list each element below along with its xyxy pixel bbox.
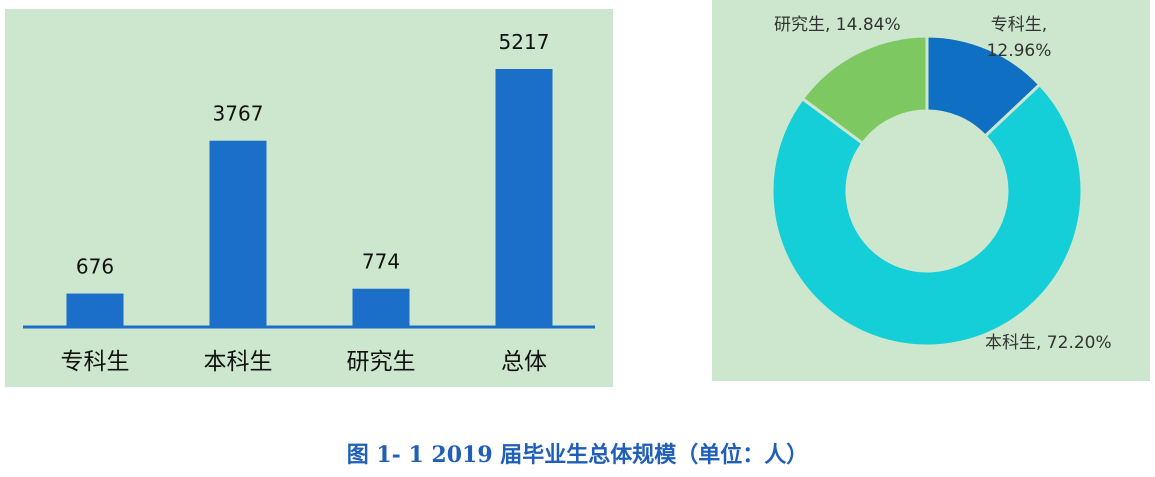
category-label-0: 专科生 <box>61 349 130 375</box>
bar-value-label-1: 3767 <box>213 102 264 126</box>
slice-yanjiu <box>800 34 929 146</box>
donut-chart: 专科生, 12.96% 研究生, 14.84% 本科生, 72.20% <box>770 15 1112 353</box>
bar-3 <box>495 69 553 327</box>
bar-1 <box>209 140 267 327</box>
slice-label-yanjiu: 研究生, 14.84% <box>774 15 901 35</box>
slice-benke <box>770 82 1084 348</box>
slice-label-zhuanke-pct: 12.96% <box>987 41 1052 61</box>
figure-caption: 图 1- 1 2019 届毕业生总体规模（单位：人） <box>346 442 809 468</box>
category-label-1: 本科生 <box>204 349 273 375</box>
bar-value-label-0: 676 <box>76 255 114 279</box>
category-label-3: 总体 <box>501 349 547 375</box>
donut-chart-panel: 专科生, 12.96% 研究生, 14.84% 本科生, 72.20% <box>712 0 1150 381</box>
bar-0 <box>66 293 124 327</box>
bar-value-label-2: 774 <box>362 250 400 274</box>
bar-2 <box>352 288 410 327</box>
slice-label-benke: 本科生, 72.20% <box>985 333 1112 353</box>
bar-chart-panel: 676 专科生 3767 本科生 774 研究生 5217 总体 <box>5 9 613 387</box>
bar-chart: 676 专科生 3767 本科生 774 研究生 5217 总体 <box>23 30 595 375</box>
category-label-2: 研究生 <box>347 349 416 375</box>
slice-label-zhuanke: 专科生, <box>991 15 1047 35</box>
bar-value-label-3: 5217 <box>499 30 550 54</box>
